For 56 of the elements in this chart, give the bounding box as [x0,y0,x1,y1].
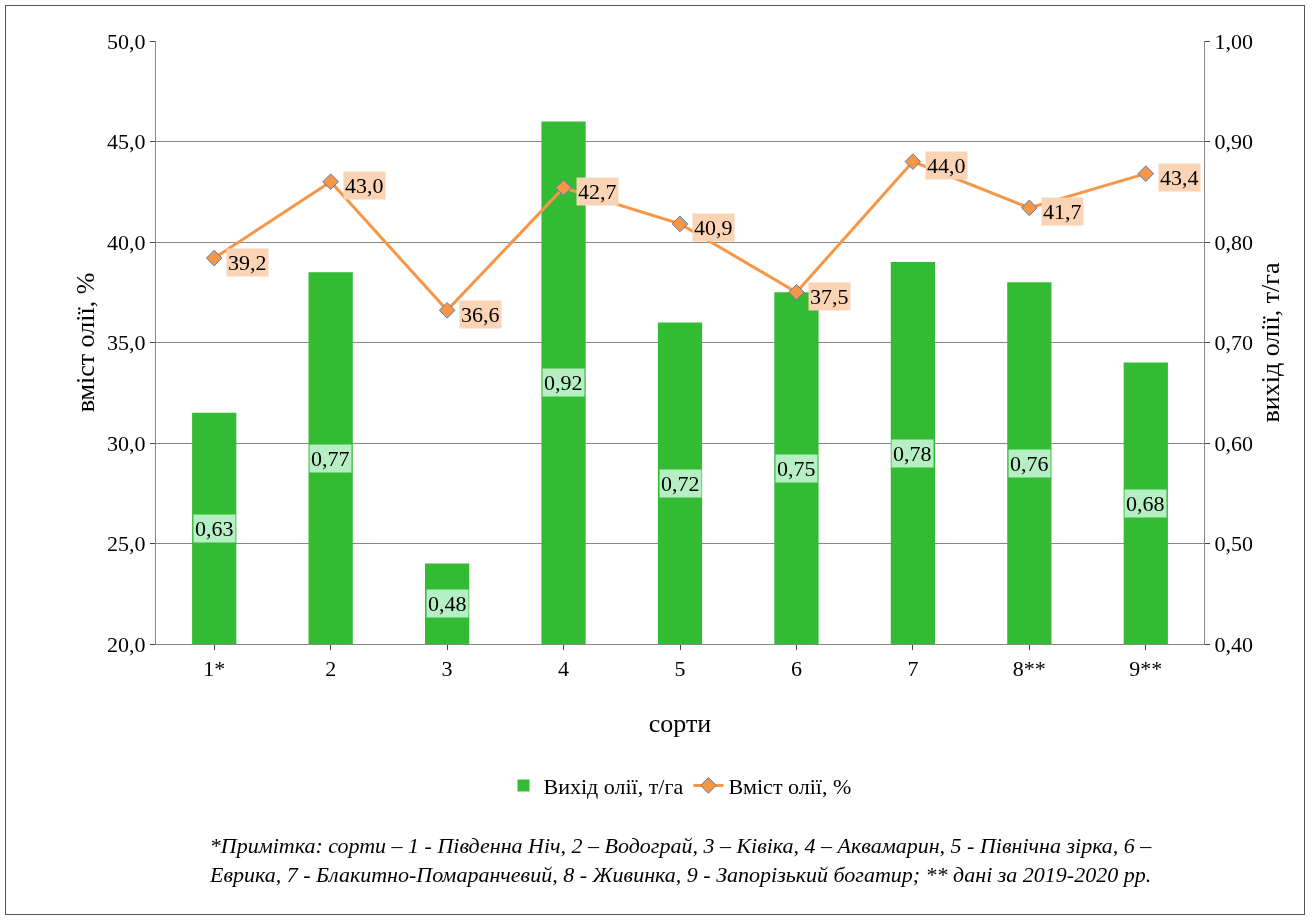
x-tick-label: 3 [441,656,453,682]
data-label: 40,9 [694,215,733,240]
x-tick-label: 6 [790,656,802,682]
data-label: 42,7 [578,179,617,204]
text: *Примітка: сорти – 1 - Південна Ніч, 2 – Водограй, 3 – Ківіка, 4 – Аквамарин, 5 - Північна зірка, 6 – Еврика, 7 - Блакитно-Помаранчевий, 8 - Живинка, 9 - Запорізький богатир; ** дані за 2019-2020 рр. [209,833,1153,887]
y-tick-label: 25,0 [107,531,146,557]
y2-tick-label: 0,60 [1214,430,1253,456]
legend-label: Вихід олії, т/га [543,773,684,799]
data-label: 43,0 [345,173,384,198]
data-label: 0,78 [893,441,932,466]
data-label: 0,63 [195,516,234,541]
data-label: 39,2 [228,250,267,275]
x-axis-title: сорти [648,709,712,738]
point [438,302,456,319]
x-tick-label: 2 [325,656,337,682]
y-tick-label: 30,0 [107,430,146,456]
data-label: 0,72 [661,471,700,496]
point [1137,165,1155,182]
point [555,179,572,197]
point [671,215,689,233]
point [322,173,339,190]
y-tick-label: 35,0 [107,330,146,356]
data-label: 36,6 [461,302,500,327]
y-tick-label: 40,0 [107,229,146,255]
y2-tick-label: 0,40 [1214,631,1253,657]
x-tick-label: 7 [907,656,919,682]
point [788,283,805,301]
y-tick-label: 50,0 [107,28,146,54]
point [205,249,223,267]
y2-tick-label: 0,80 [1214,229,1253,255]
y2-tick-label: 1,00 [1214,28,1253,54]
y-tick-label: 45,0 [107,129,146,155]
data-label: 0,76 [1010,451,1049,476]
y-axis-title: вміст олії, % [71,272,100,413]
data-label: 43,4 [1160,165,1199,190]
data-label: 44,0 [927,153,966,178]
point [904,153,922,170]
y2-tick-label: 0,90 [1214,129,1253,155]
data-label: 0,68 [1126,491,1165,516]
y2-axis-title: вихід олії, т/га [1256,262,1285,423]
y2-tick-label: 0,50 [1214,531,1253,557]
data-label: 0,92 [544,370,583,395]
x-tick-label: 4 [558,656,570,682]
data-label: 0,77 [311,446,350,471]
y-tick-label: 20,0 [107,631,146,657]
x-tick-label: 1* [203,656,226,682]
data-label: 0,75 [777,456,816,481]
data-label: 37,5 [810,284,849,309]
data-label: 0,48 [428,591,467,616]
point [1021,199,1038,217]
legend-label: Вміст олії, % [728,773,852,799]
x-tick-label: 8** [1012,656,1046,682]
x-tick-label: 9** [1129,656,1163,682]
data-label: 41,7 [1043,199,1082,224]
y2-tick-label: 0,70 [1214,330,1253,356]
x-tick-label: 5 [674,656,686,682]
